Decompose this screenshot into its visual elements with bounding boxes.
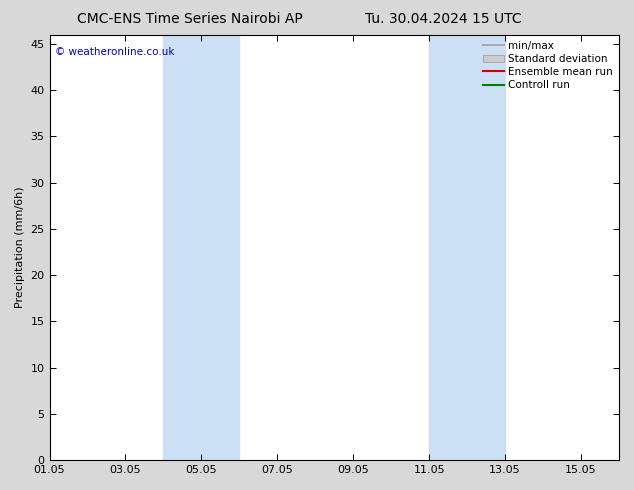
Y-axis label: Precipitation (mm/6h): Precipitation (mm/6h) [15, 187, 25, 308]
Legend: min/max, Standard deviation, Ensemble mean run, Controll run: min/max, Standard deviation, Ensemble me… [479, 37, 617, 95]
Bar [164, 35, 240, 460]
Text: Tu. 30.04.2024 15 UTC: Tu. 30.04.2024 15 UTC [365, 12, 522, 26]
Text: CMC-ENS Time Series Nairobi AP: CMC-ENS Time Series Nairobi AP [77, 12, 303, 26]
Text: © weatheronline.co.uk: © weatheronline.co.uk [55, 48, 175, 57]
Bar [429, 35, 505, 460]
